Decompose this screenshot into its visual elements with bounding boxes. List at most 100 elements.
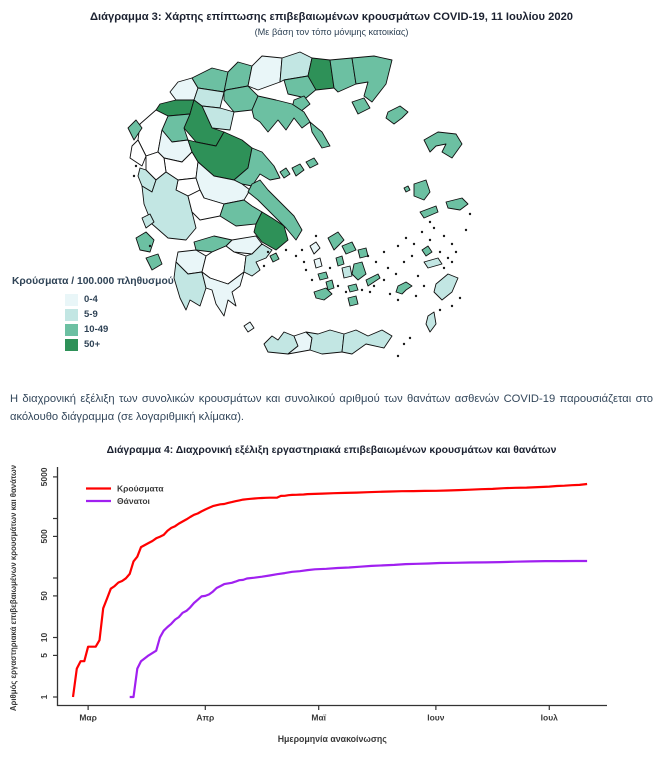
region-lesbos — [423, 131, 463, 159]
map-legend: Κρούσματα / 100.000 πληθυσμού 0-4 5-9 10… — [12, 276, 212, 353]
islet-dot — [394, 272, 398, 276]
legend-item: 5-9 — [65, 308, 212, 321]
region-sifnos — [325, 279, 335, 291]
islet-dot — [442, 266, 446, 270]
region-karpathos — [425, 311, 437, 333]
greece-choropleth-map — [127, 51, 472, 358]
region-skiathos — [279, 167, 291, 179]
islet-dot — [132, 174, 136, 178]
y-tick-label: 500 — [39, 529, 49, 543]
islet-dot — [314, 234, 318, 238]
islet-dot — [412, 242, 416, 246]
x-tick-label: Απρ — [196, 713, 214, 723]
region-voiotia — [219, 199, 263, 227]
legend-swatch-3 — [65, 338, 78, 351]
islet-dot — [396, 244, 400, 248]
region-thesprotia — [129, 139, 147, 167]
region-ikaria — [419, 205, 439, 219]
region-messinia — [173, 261, 207, 311]
x-tick-label: Ιουν — [427, 713, 445, 723]
region-lefkada — [141, 213, 155, 229]
islet-dot — [134, 164, 138, 168]
islet-dot — [266, 250, 270, 254]
region-evros — [351, 55, 393, 103]
islet-dot — [464, 228, 468, 232]
region-kos — [423, 257, 443, 269]
islet-dot — [374, 260, 378, 264]
islet-dot — [366, 254, 370, 258]
islet-dot — [428, 220, 432, 224]
y-tick-label: 50 — [39, 591, 49, 601]
legend-item: 10-49 — [65, 323, 212, 336]
x-tick-label: Μαϊ — [311, 713, 326, 723]
legend-label-1: 5-9 — [84, 309, 98, 320]
islet-dot — [450, 260, 454, 264]
legend-label-2: 10-49 — [84, 324, 109, 335]
islet-dot — [408, 336, 412, 340]
islet-dot — [438, 308, 442, 312]
region-kythira — [243, 321, 255, 333]
map-subtitle: (Με βάση τον τόπο μόνιμης κατοικίας) — [254, 27, 409, 37]
islet-dot — [372, 284, 376, 288]
islet-dot — [328, 266, 332, 270]
islet-dot — [386, 266, 390, 270]
region-ios — [347, 283, 359, 293]
region-kea — [309, 241, 321, 255]
region-milos — [313, 287, 333, 301]
x-tick-label: Μαρ — [79, 713, 97, 723]
region-skopelos — [291, 163, 305, 177]
region-andros — [327, 231, 345, 251]
region-lakonia — [201, 271, 245, 317]
body-paragraph: Η διαχρονική εξέλιξη των συνολικών κρουσ… — [10, 393, 653, 423]
islet-dot — [396, 298, 400, 302]
region-limnos — [385, 105, 409, 125]
islet-dot — [148, 244, 152, 248]
islet-dot — [344, 290, 348, 294]
y-tick-label: 5000 — [39, 467, 49, 486]
islet-dot — [310, 278, 314, 282]
islet-dot — [450, 242, 454, 246]
x-tick-label: Ιουλ — [541, 713, 559, 723]
legend-swatch-1 — [65, 308, 78, 321]
region-zakynthos — [145, 253, 163, 271]
islet-dots — [132, 164, 472, 358]
chart-legend: Κρούσματα Θάνατοι — [86, 484, 164, 506]
region-serres — [247, 55, 283, 91]
region-kavala — [283, 75, 319, 99]
region-lasithi — [341, 329, 393, 355]
region-rhodes — [433, 273, 459, 301]
y-tick-label: 5 — [39, 653, 49, 658]
region-samothraki — [351, 97, 371, 115]
islet-dot — [446, 256, 450, 260]
islet-dot — [396, 354, 400, 358]
islet-dot — [382, 278, 386, 282]
series-line-deaths — [129, 559, 588, 699]
region-chios — [413, 179, 431, 201]
region-amorgos — [365, 273, 381, 287]
region-astypalea — [395, 281, 413, 295]
islet-dot — [404, 236, 408, 240]
region-kythnos — [313, 257, 323, 269]
region-mykonos — [357, 247, 369, 259]
y-tick-label: 10 — [39, 633, 49, 643]
islet-dot — [304, 268, 308, 272]
islet-dot — [432, 226, 436, 230]
region-samos — [445, 197, 469, 211]
region-syros — [335, 255, 345, 267]
islet-dot — [414, 294, 418, 298]
region-serifos — [317, 271, 329, 281]
islet-dot — [428, 238, 432, 242]
region-halkidiki — [251, 95, 311, 133]
region-corfu — [127, 119, 143, 141]
series-line-cases — [71, 482, 588, 698]
islet-dot — [300, 248, 304, 252]
islet-dot — [402, 260, 406, 264]
x-axis-title: Ημερομηνία ανακοίνωσης — [278, 734, 388, 744]
islet-dot — [416, 274, 420, 278]
region-attica — [253, 211, 289, 251]
legend-swatch-0 — [65, 293, 78, 306]
region-aegina — [269, 252, 280, 263]
legend-swatch-2 — [65, 323, 78, 336]
region-xanthi — [307, 57, 335, 91]
islet-dot — [294, 254, 298, 258]
